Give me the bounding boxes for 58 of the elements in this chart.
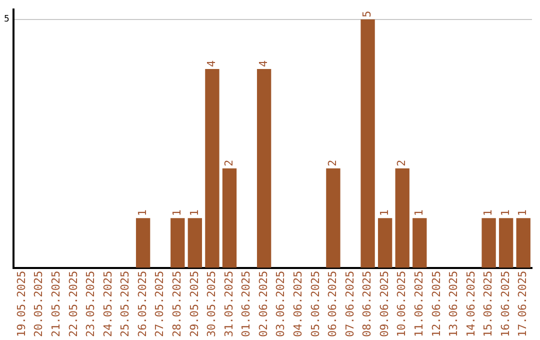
x-tick-label: 03.06.2025 xyxy=(274,270,288,338)
x-tick-label: 17.06.2025 xyxy=(516,270,530,338)
data-label: 1 xyxy=(188,209,201,216)
bar xyxy=(188,218,202,268)
data-label: 4 xyxy=(205,60,218,68)
bar xyxy=(170,218,185,268)
x-tick-label: 31.05.2025 xyxy=(222,270,236,338)
data-label: 2 xyxy=(326,160,340,166)
x-tick-label: 20.05.2025 xyxy=(32,270,46,338)
x-tick-label: 08.06.2025 xyxy=(360,270,374,338)
x-tick-label: 16.06.2025 xyxy=(498,270,512,338)
x-tick-label: 14.06.2025 xyxy=(464,270,478,338)
x-tick-label: 26.05.2025 xyxy=(136,270,149,338)
x-tick-label: 25.05.2025 xyxy=(118,270,132,338)
x-tick-label: 05.06.2025 xyxy=(308,270,322,338)
x-tick-label: 24.05.2025 xyxy=(101,270,114,338)
bar xyxy=(360,19,375,268)
x-tick-label: 29.05.2025 xyxy=(188,270,201,338)
data-label: 1 xyxy=(498,209,512,216)
x-tick-label: 28.05.2025 xyxy=(170,270,184,338)
data-label: 1 xyxy=(378,209,391,216)
bar xyxy=(482,218,496,268)
x-tick-label: 10.06.2025 xyxy=(395,270,408,338)
x-tick-label: 02.06.2025 xyxy=(256,270,270,338)
x-tick-label: 09.06.2025 xyxy=(378,270,391,338)
x-tick-label: 06.06.2025 xyxy=(326,270,340,338)
x-tick-label: 11.06.2025 xyxy=(412,270,426,338)
data-label: 1 xyxy=(170,209,184,216)
bar xyxy=(395,168,410,268)
bar xyxy=(136,218,150,268)
x-tick-label: 22.05.2025 xyxy=(66,270,80,338)
bar xyxy=(205,69,220,268)
data-label: 2 xyxy=(395,160,408,166)
bar xyxy=(378,218,392,268)
x-tick-label: 19.05.2025 xyxy=(14,270,28,338)
bar xyxy=(412,218,427,268)
bar xyxy=(326,168,340,268)
data-label: 1 xyxy=(516,209,530,216)
x-tick-label: 27.05.2025 xyxy=(153,270,166,338)
data-label: 1 xyxy=(136,209,149,216)
bar xyxy=(498,218,514,268)
x-tick-label: 30.05.2025 xyxy=(205,270,218,338)
x-tick-label: 04.06.2025 xyxy=(292,270,304,338)
x-tick-label: 01.06.2025 xyxy=(240,270,253,338)
data-label: 2 xyxy=(222,160,236,166)
x-tick-label: 15.06.2025 xyxy=(482,270,495,338)
data-label: 1 xyxy=(482,209,495,216)
x-tick-label: 23.05.2025 xyxy=(84,270,98,338)
data-label: 1 xyxy=(412,209,426,216)
x-tick-label: 13.06.2025 xyxy=(447,270,460,338)
x-tick-label: 21.05.2025 xyxy=(49,270,62,338)
data-label: 4 xyxy=(256,60,270,68)
x-tick-label: 12.06.2025 xyxy=(430,270,443,338)
bar xyxy=(516,218,530,268)
bar xyxy=(222,168,237,268)
bar xyxy=(256,69,272,268)
data-label: 5 xyxy=(360,10,374,18)
x-tick-label: 07.06.2025 xyxy=(343,270,356,338)
